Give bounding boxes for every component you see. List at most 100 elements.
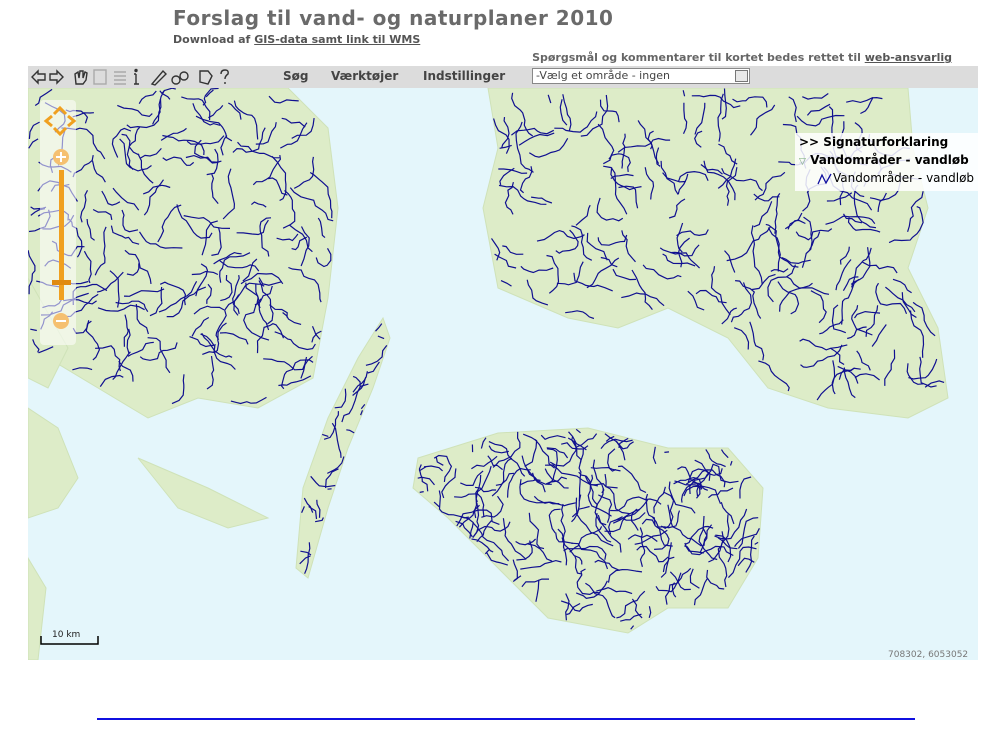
land <box>137 457 270 529</box>
help-button[interactable] <box>220 69 229 84</box>
river <box>314 517 324 523</box>
river <box>269 304 288 318</box>
river <box>774 193 781 234</box>
river <box>123 288 165 297</box>
river <box>856 350 871 371</box>
river <box>514 575 522 581</box>
river <box>712 463 739 484</box>
river <box>781 256 811 265</box>
river <box>750 104 776 136</box>
river <box>365 345 388 366</box>
pan-button[interactable] <box>74 70 88 85</box>
river <box>826 192 853 202</box>
river <box>621 133 626 169</box>
river <box>706 569 725 590</box>
river <box>304 542 311 574</box>
river <box>441 468 457 499</box>
river <box>660 160 679 195</box>
river <box>544 468 569 489</box>
river <box>527 543 553 562</box>
river <box>280 359 314 390</box>
river <box>694 102 706 135</box>
zoom-handle[interactable] <box>52 280 71 285</box>
river <box>575 204 591 226</box>
river <box>684 545 734 557</box>
river <box>91 160 106 183</box>
layers-button[interactable] <box>114 71 126 85</box>
menu-settings[interactable]: Indstillinger <box>423 69 506 83</box>
zoom-box-button[interactable] <box>93 69 107 85</box>
river <box>847 217 881 233</box>
river <box>806 103 831 116</box>
river <box>519 166 533 194</box>
menu-search[interactable]: Søg <box>283 69 309 83</box>
river <box>138 231 183 249</box>
legend-toggle[interactable]: >> <box>799 135 820 149</box>
river <box>754 541 759 545</box>
river <box>802 93 829 100</box>
river <box>92 208 113 221</box>
river <box>28 138 39 149</box>
river <box>546 447 569 459</box>
forward-button[interactable] <box>49 69 64 85</box>
river-layer <box>28 88 945 630</box>
back-button[interactable] <box>31 69 46 85</box>
river <box>548 508 561 534</box>
dropdown-button[interactable] <box>735 70 748 82</box>
pan-control[interactable] <box>43 105 77 137</box>
river <box>97 304 145 312</box>
river <box>607 448 617 472</box>
river <box>504 181 514 215</box>
river <box>242 258 258 282</box>
river <box>456 509 500 527</box>
river <box>576 433 598 448</box>
river <box>830 347 845 366</box>
river <box>472 522 510 562</box>
river <box>648 606 652 618</box>
zoom-slider[interactable] <box>59 170 64 300</box>
river <box>664 451 670 453</box>
river <box>885 286 916 313</box>
river <box>433 501 440 508</box>
legend-item-text: Vandområder - vandløb <box>833 171 975 185</box>
river <box>280 122 308 149</box>
river <box>80 190 89 223</box>
contact-link[interactable]: web-ansvarlig <box>864 51 952 64</box>
measure-button[interactable] <box>150 69 167 86</box>
river <box>206 356 215 390</box>
draw-button[interactable] <box>199 70 213 85</box>
river <box>121 209 139 233</box>
river <box>176 204 213 239</box>
river <box>520 265 554 274</box>
river <box>471 538 494 553</box>
river <box>842 276 859 291</box>
gis-link[interactable]: GIS-data samt link til WMS <box>254 33 421 46</box>
menu-tools[interactable]: Værktøjer <box>331 69 399 83</box>
river <box>655 572 682 593</box>
river <box>696 463 714 497</box>
river <box>487 455 503 471</box>
river <box>753 193 780 202</box>
river <box>639 527 646 567</box>
river <box>162 134 205 156</box>
river <box>642 264 682 280</box>
river <box>732 96 768 108</box>
area-select[interactable]: -Vælg et område - ingen <box>532 68 750 84</box>
river <box>377 335 385 340</box>
river <box>662 172 686 183</box>
river <box>677 170 709 183</box>
select-button[interactable] <box>171 75 181 85</box>
river <box>680 482 709 503</box>
info-button[interactable] <box>134 73 139 85</box>
river <box>528 137 569 158</box>
river <box>644 167 655 200</box>
expand-icon[interactable]: ▽ <box>799 157 806 167</box>
river <box>211 174 219 204</box>
river <box>259 217 272 257</box>
river <box>111 127 132 158</box>
river <box>730 282 753 323</box>
river <box>94 226 107 276</box>
river <box>194 139 222 164</box>
river <box>491 457 513 497</box>
